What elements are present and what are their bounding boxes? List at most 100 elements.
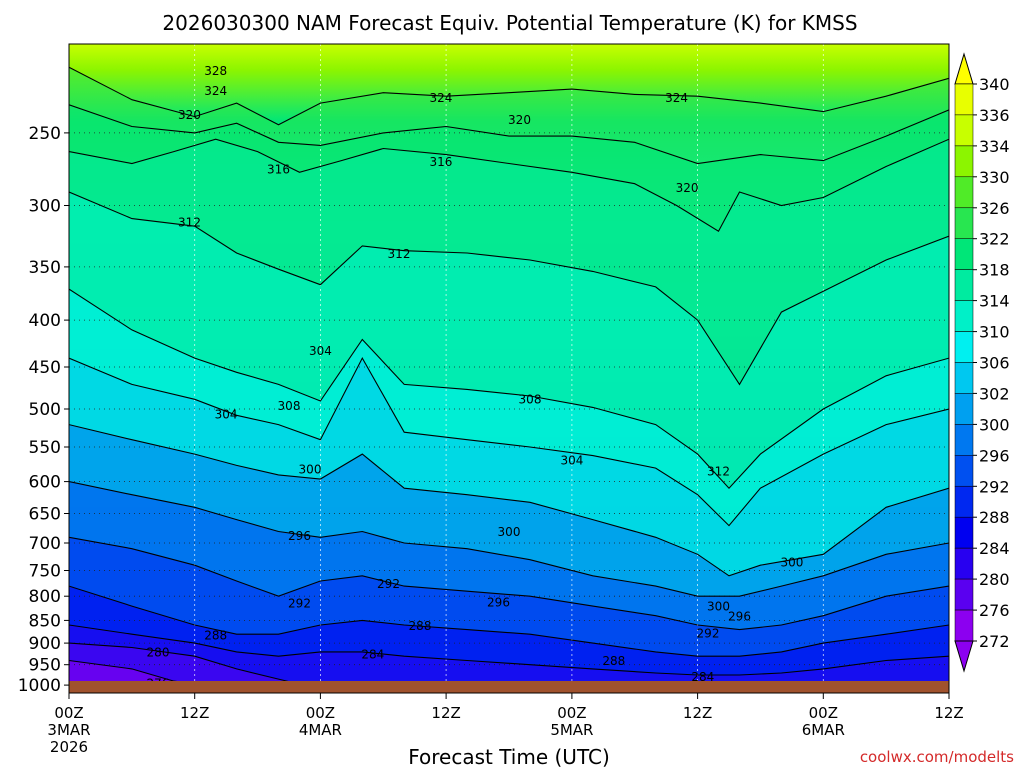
colorbar-label: 276 xyxy=(979,601,1010,620)
contour-label: 304 xyxy=(560,454,583,468)
contour-label: 292 xyxy=(377,577,400,591)
contour-label: 288 xyxy=(409,619,432,633)
contour-label: 320 xyxy=(676,181,699,195)
contour-label: 316 xyxy=(267,162,290,176)
colorbar-label: 336 xyxy=(979,106,1010,125)
contour-304 xyxy=(69,356,949,527)
contour-label: 296 xyxy=(288,529,311,543)
y-tick-label: 700 xyxy=(29,534,61,554)
contour-300 xyxy=(69,424,949,577)
y-tick-label: 1000 xyxy=(18,676,61,696)
contour-label: 328 xyxy=(204,64,227,78)
colorbar-label: 302 xyxy=(979,384,1010,403)
colorbar-label: 334 xyxy=(979,137,1010,156)
x-tick-label: 12Z xyxy=(683,704,712,722)
colorbar-extend-high xyxy=(954,52,974,85)
colorbar-swatch xyxy=(954,176,974,208)
y-tick-label: 650 xyxy=(29,505,61,525)
contour-280 xyxy=(69,642,321,690)
contour-label: 320 xyxy=(178,108,201,122)
colorbar-label: 330 xyxy=(979,168,1010,187)
contour-lines xyxy=(69,66,949,690)
contour-label: 308 xyxy=(519,392,542,406)
contour-284 xyxy=(69,624,949,676)
contour-label: 320 xyxy=(508,113,531,127)
x-tick-date: 3MAR xyxy=(47,721,90,739)
colorbar-swatch xyxy=(954,424,974,456)
y-tick-label: 350 xyxy=(29,258,61,278)
contour-label: 280 xyxy=(147,645,170,659)
contour-label: 324 xyxy=(204,84,227,98)
contour-label: 284 xyxy=(691,670,714,684)
x-tick-label: 12Z xyxy=(180,704,209,722)
source-credit: coolwx.com/modelts xyxy=(860,748,1014,766)
contour-label: 288 xyxy=(602,654,625,668)
contour-324 xyxy=(69,66,949,126)
contour-label: 300 xyxy=(707,600,730,614)
pressure-axis: 250 300 350 400 450 500 550 600 650 700 750 800 850 9… xyxy=(18,124,69,696)
y-tick-label: 250 xyxy=(29,124,61,144)
colorbar-swatch xyxy=(954,547,974,580)
contour-label: 296 xyxy=(728,610,751,624)
y-tick-label: 500 xyxy=(29,400,61,420)
y-tick-label: 400 xyxy=(29,311,61,331)
contour-label: 312 xyxy=(178,215,201,229)
contour-label: 308 xyxy=(278,399,301,413)
y-tick-label: 750 xyxy=(29,562,61,582)
colorbar-swatch xyxy=(954,238,974,270)
contour-label: 312 xyxy=(707,465,730,479)
contour-label: 304 xyxy=(309,344,332,358)
contour-label: 304 xyxy=(215,408,238,422)
y-tick-label: 900 xyxy=(29,634,61,654)
colorbar-swatch xyxy=(954,578,974,611)
colorbar-label: 280 xyxy=(979,570,1010,589)
x-axis-label: Forecast Time (UTC) xyxy=(408,745,610,768)
contour-308 xyxy=(69,288,949,490)
contour-312 xyxy=(69,191,949,386)
contour-label: 300 xyxy=(299,463,322,477)
x-tick-label: 00Z xyxy=(557,704,586,722)
y-tick-label: 950 xyxy=(29,656,61,676)
colorbar-label: 300 xyxy=(979,415,1010,434)
colorbar-label: 284 xyxy=(979,539,1010,558)
colorbar-swatch xyxy=(954,300,974,332)
colorbar-swatch xyxy=(954,145,974,178)
colorbar-label: 322 xyxy=(979,230,1010,249)
fill-band-284 xyxy=(69,625,949,693)
colorbar-label: 288 xyxy=(979,508,1010,527)
colorbar-label: 310 xyxy=(979,323,1010,342)
colorbar-swatch xyxy=(954,207,974,239)
x-tick-date: 4MAR xyxy=(299,721,342,739)
contour-label: 288 xyxy=(204,629,227,643)
contour-320 xyxy=(69,104,949,165)
contour-label: 300 xyxy=(780,556,803,570)
y-tick-label: 850 xyxy=(29,611,61,631)
contour-label: 300 xyxy=(498,525,521,539)
y-tick-label: 300 xyxy=(29,197,61,217)
chart-title: 2026030300 NAM Forecast Equiv. Potential… xyxy=(162,11,857,35)
contour-label: 324 xyxy=(665,91,688,105)
contour-296 xyxy=(69,481,949,597)
contour-316 xyxy=(69,138,949,232)
colorbar-label: 306 xyxy=(979,354,1010,373)
colorbar-swatch xyxy=(954,609,974,642)
colorbar-label: 318 xyxy=(979,261,1010,280)
colorbar-swatch xyxy=(954,83,974,116)
y-tick-label: 450 xyxy=(29,358,61,378)
ground-surface xyxy=(69,681,949,693)
x-tick-label: 00Z xyxy=(306,704,335,722)
x-tick-date: 6MAR xyxy=(802,721,845,739)
x-tick-date: 5MAR xyxy=(550,721,593,739)
colorbar-swatch xyxy=(954,114,974,147)
gridlines xyxy=(69,44,949,693)
colorbar-label: 292 xyxy=(979,477,1010,496)
colorbar-swatch xyxy=(954,393,974,425)
colorbar-label: 272 xyxy=(979,632,1010,651)
colorbar-label: 314 xyxy=(979,292,1010,311)
x-tick-year: 2026 xyxy=(50,738,88,756)
colorbar-swatch xyxy=(954,362,974,394)
